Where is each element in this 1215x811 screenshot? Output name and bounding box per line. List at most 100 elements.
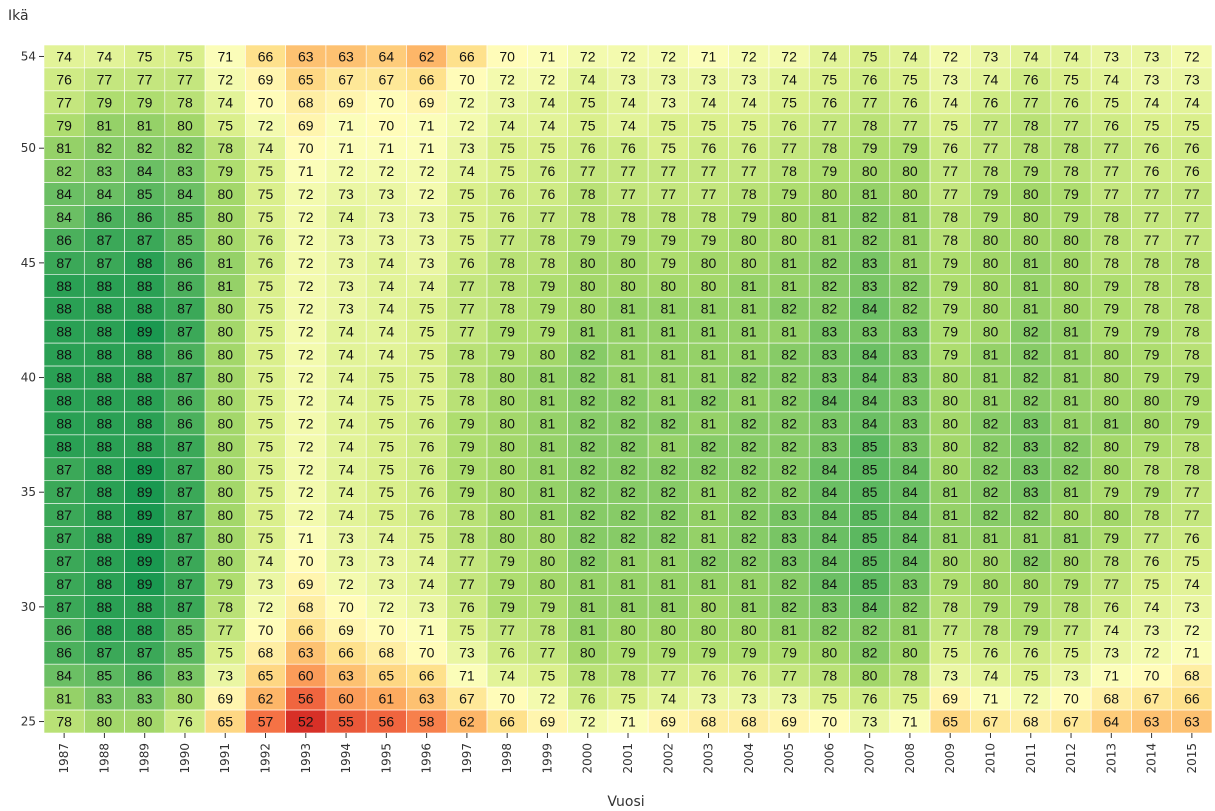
cell-value-label: 77 bbox=[1144, 530, 1160, 546]
cell-value-label: 79 bbox=[1184, 370, 1200, 386]
cell-value-label: 79 bbox=[97, 94, 113, 110]
cell-value-label: 75 bbox=[1104, 94, 1120, 110]
cell-value-label: 80 bbox=[177, 691, 193, 707]
cell-value-label: 78 bbox=[620, 668, 636, 684]
cell-value-label: 79 bbox=[1184, 415, 1200, 431]
cell-value-label: 79 bbox=[540, 599, 556, 615]
cell-value-label: 87 bbox=[177, 484, 193, 500]
cell-value-label: 75 bbox=[419, 301, 435, 317]
cell-value-label: 74 bbox=[379, 301, 395, 317]
cell-value-label: 77 bbox=[620, 163, 636, 179]
cell-value-label: 87 bbox=[97, 255, 113, 271]
cell-value-label: 76 bbox=[459, 599, 475, 615]
cell-value-label: 71 bbox=[902, 714, 918, 730]
cell-value-label: 73 bbox=[419, 599, 435, 615]
cell-value-label: 75 bbox=[258, 347, 274, 363]
cell-value-label: 77 bbox=[1104, 163, 1120, 179]
cell-value-label: 79 bbox=[862, 140, 878, 156]
cell-value-label: 75 bbox=[540, 668, 556, 684]
cell-value-label: 80 bbox=[822, 645, 838, 661]
cell-value-label: 71 bbox=[701, 48, 717, 64]
cell-value-label: 82 bbox=[781, 461, 797, 477]
cell-value-label: 82 bbox=[781, 301, 797, 317]
cell-value-label: 63 bbox=[298, 48, 314, 64]
cell-value-label: 68 bbox=[298, 599, 314, 615]
cell-value-label: 72 bbox=[298, 438, 314, 454]
cell-value-label: 87 bbox=[177, 553, 193, 569]
cell-value-label: 87 bbox=[177, 461, 193, 477]
cell-value-label: 72 bbox=[620, 48, 636, 64]
cell-value-label: 74 bbox=[338, 370, 354, 386]
cell-value-label: 79 bbox=[942, 255, 958, 271]
cell-value-label: 81 bbox=[1104, 415, 1120, 431]
cell-value-label: 75 bbox=[177, 48, 193, 64]
cell-value-label: 77 bbox=[983, 117, 999, 133]
cell-value-label: 78 bbox=[580, 186, 596, 202]
cell-value-label: 73 bbox=[338, 530, 354, 546]
cell-value-label: 73 bbox=[217, 668, 233, 684]
cell-value-label: 80 bbox=[781, 209, 797, 225]
cell-value-label: 86 bbox=[56, 622, 72, 638]
cell-value-label: 80 bbox=[217, 324, 233, 340]
cell-value-label: 76 bbox=[258, 255, 274, 271]
cell-value-label: 79 bbox=[1104, 324, 1120, 340]
cell-value-label: 72 bbox=[298, 347, 314, 363]
y-tick-label: 35 bbox=[21, 485, 36, 499]
cell-value-label: 74 bbox=[701, 94, 717, 110]
cell-value-label: 76 bbox=[983, 94, 999, 110]
cell-value-label: 80 bbox=[942, 553, 958, 569]
cell-value-label: 76 bbox=[419, 461, 435, 477]
cell-value-label: 80 bbox=[701, 278, 717, 294]
cell-value-label: 82 bbox=[56, 163, 72, 179]
cell-value-label: 79 bbox=[540, 301, 556, 317]
cell-value-label: 61 bbox=[379, 691, 395, 707]
cell-value-label: 80 bbox=[1104, 392, 1120, 408]
cell-value-label: 68 bbox=[1104, 691, 1120, 707]
cell-value-label: 79 bbox=[902, 140, 918, 156]
cell-value-label: 79 bbox=[1023, 599, 1039, 615]
cell-value-label: 75 bbox=[902, 71, 918, 87]
cell-value-label: 82 bbox=[1023, 370, 1039, 386]
cell-value-label: 80 bbox=[499, 507, 515, 523]
cell-value-label: 82 bbox=[620, 484, 636, 500]
cell-value-label: 66 bbox=[459, 48, 475, 64]
cell-value-label: 74 bbox=[338, 484, 354, 500]
cell-value-label: 81 bbox=[1063, 324, 1079, 340]
cell-value-label: 78 bbox=[983, 622, 999, 638]
cell-value-label: 75 bbox=[620, 691, 636, 707]
cell-value-label: 71 bbox=[459, 668, 475, 684]
cell-value-label: 78 bbox=[459, 370, 475, 386]
cell-value-label: 80 bbox=[620, 622, 636, 638]
cell-value-label: 83 bbox=[781, 553, 797, 569]
cell-value-label: 76 bbox=[540, 186, 556, 202]
cell-value-label: 81 bbox=[540, 507, 556, 523]
cell-value-label: 85 bbox=[862, 530, 878, 546]
cell-value-label: 81 bbox=[701, 301, 717, 317]
x-tick-label: 2003 bbox=[702, 743, 716, 774]
cell-value-label: 76 bbox=[580, 691, 596, 707]
cell-value-label: 80 bbox=[499, 530, 515, 546]
cell-value-label: 74 bbox=[1104, 71, 1120, 87]
cell-value-label: 85 bbox=[177, 622, 193, 638]
cell-value-label: 72 bbox=[660, 48, 676, 64]
cell-value-label: 72 bbox=[298, 255, 314, 271]
cell-value-label: 81 bbox=[902, 622, 918, 638]
cell-value-label: 82 bbox=[741, 553, 757, 569]
cell-value-label: 78 bbox=[1104, 232, 1120, 248]
cell-value-label: 75 bbox=[822, 691, 838, 707]
cell-value-label: 80 bbox=[217, 347, 233, 363]
cell-value-label: 73 bbox=[942, 668, 958, 684]
cell-value-label: 75 bbox=[459, 186, 475, 202]
cell-value-label: 74 bbox=[217, 94, 233, 110]
cell-value-label: 68 bbox=[1023, 714, 1039, 730]
cell-value-label: 82 bbox=[1023, 392, 1039, 408]
cell-value-label: 77 bbox=[1063, 622, 1079, 638]
cell-value-label: 71 bbox=[379, 140, 395, 156]
cell-value-label: 88 bbox=[97, 622, 113, 638]
cell-value-label: 78 bbox=[1184, 347, 1200, 363]
cell-value-label: 73 bbox=[781, 691, 797, 707]
cell-value-label: 83 bbox=[902, 415, 918, 431]
cell-value-label: 72 bbox=[298, 278, 314, 294]
cell-value-label: 80 bbox=[217, 370, 233, 386]
cell-value-label: 75 bbox=[258, 392, 274, 408]
